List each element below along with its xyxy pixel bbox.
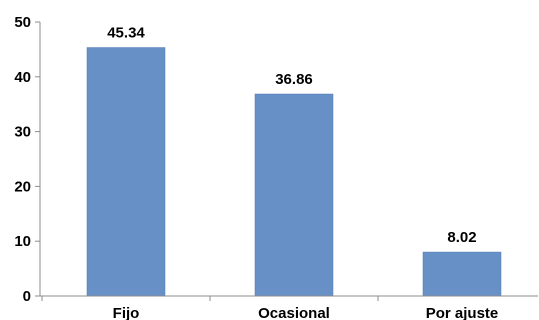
bar xyxy=(422,251,502,297)
data-label: 45.34 xyxy=(107,25,145,42)
y-tick-label: 0 xyxy=(23,288,31,305)
y-tick-label: 10 xyxy=(14,233,31,250)
y-tick-label: 50 xyxy=(14,14,31,31)
data-labels: 45.34 36.86 8.02 xyxy=(107,25,476,247)
y-tick-label: 40 xyxy=(14,69,31,86)
y-axis: 0 10 20 30 40 50 xyxy=(14,14,41,305)
data-label: 8.02 xyxy=(447,229,476,246)
bar xyxy=(254,93,334,297)
y-tick-label: 30 xyxy=(14,124,31,141)
bar-series xyxy=(86,47,502,297)
x-axis: Fijo Ocasional Por ajuste xyxy=(40,295,538,320)
x-tick-label: Ocasional xyxy=(258,305,330,320)
bar xyxy=(86,47,166,297)
y-tick-label: 20 xyxy=(14,178,31,195)
x-tick-label: Fijo xyxy=(113,305,140,320)
data-label: 36.86 xyxy=(275,71,313,88)
x-tick-label: Por ajuste xyxy=(426,305,499,320)
